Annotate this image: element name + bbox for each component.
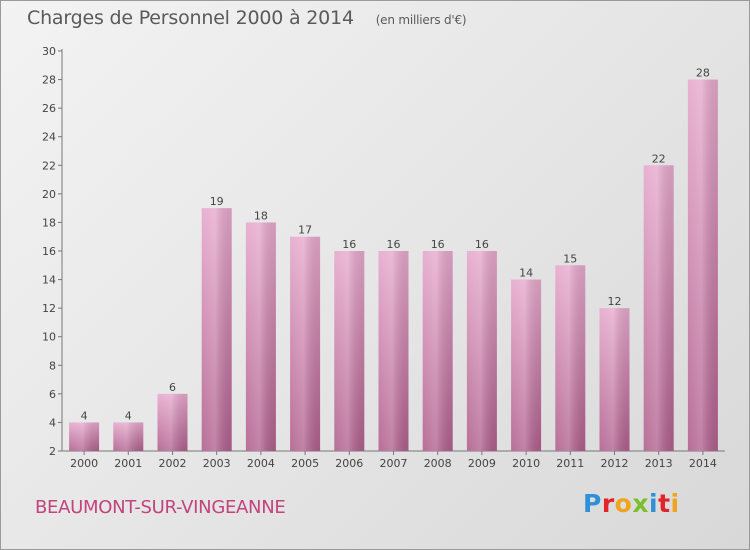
- proxiti-logo: Proxiti: [583, 489, 680, 518]
- x-tick-label: 2010: [512, 457, 540, 470]
- y-tick-label: 8: [49, 359, 56, 372]
- data-label: 4: [125, 409, 132, 422]
- data-label: 6: [169, 381, 176, 394]
- chart-subtitle: (en milliers d'€): [375, 13, 467, 27]
- x-tick-label: 2001: [114, 457, 142, 470]
- x-tick-label: 2004: [247, 457, 275, 470]
- x-tick-label: 2012: [601, 457, 629, 470]
- x-tick-label: 2007: [380, 457, 408, 470]
- bar-shine-2000: [69, 422, 100, 451]
- x-tick-label: 2005: [291, 457, 319, 470]
- bar-shine-2012: [599, 308, 630, 451]
- data-label: 18: [254, 209, 268, 222]
- bar-shine-2002: [157, 393, 188, 451]
- bar-shine-2011: [555, 265, 586, 451]
- place-name: BEAUMONT-SUR-VINGEANNE: [35, 497, 286, 518]
- y-tick-label: 14: [42, 274, 56, 287]
- data-label: 22: [652, 152, 666, 165]
- bar-shine-2013: [643, 165, 674, 452]
- x-tick-label: 2002: [159, 457, 187, 470]
- bar-shine-2005: [290, 236, 321, 451]
- bar-shine-2014: [687, 79, 718, 452]
- y-tick-label: 10: [42, 331, 56, 344]
- y-tick-label: 22: [42, 159, 56, 172]
- bar-shine-2007: [378, 251, 409, 451]
- bar-shine-2008: [422, 251, 453, 451]
- x-tick-label: 2003: [203, 457, 231, 470]
- x-tick-label: 2000: [70, 457, 98, 470]
- data-label: 14: [519, 267, 533, 280]
- y-tick-label: 24: [42, 131, 56, 144]
- y-tick-label: 16: [42, 245, 56, 258]
- chart-title-row: Charges de Personnel 2000 à 2014 (en mil…: [27, 7, 467, 29]
- y-tick-label: 18: [42, 216, 56, 229]
- bar-shine-2010: [511, 279, 542, 451]
- bar-shine-2003: [201, 208, 232, 451]
- bars: [69, 79, 718, 452]
- y-tick-label: 2: [49, 445, 56, 458]
- y-tick-label: 4: [49, 416, 56, 429]
- bar-shine-2004: [245, 222, 276, 451]
- y-tick-label: 6: [49, 388, 56, 401]
- data-label: 16: [475, 238, 489, 251]
- x-tick-label: 2013: [645, 457, 673, 470]
- x-tick-label: 2008: [424, 457, 452, 470]
- data-label: 16: [342, 238, 356, 251]
- data-label: 19: [210, 195, 224, 208]
- data-label: 17: [298, 224, 312, 237]
- data-label: 15: [563, 252, 577, 265]
- y-tick-label: 26: [42, 102, 56, 115]
- x-tick-label: 2006: [335, 457, 363, 470]
- x-tick-label: 2011: [556, 457, 584, 470]
- x-tick-label: 2014: [689, 457, 717, 470]
- data-label: 16: [431, 238, 445, 251]
- data-labels: 2000 4 2001 4 2002 6 2003 19 2004 18 2005 17 2006 16 2…: [70, 67, 717, 470]
- bar-shine-2009: [466, 251, 497, 451]
- data-label: 16: [387, 238, 401, 251]
- x-tick-label: 2009: [468, 457, 496, 470]
- data-label: 12: [608, 295, 622, 308]
- chart-title: Charges de Personnel 2000 à 2014: [27, 7, 354, 29]
- y-tick-label: 28: [42, 74, 56, 87]
- data-label: 28: [696, 67, 710, 80]
- y-tick-label: 30: [42, 45, 56, 58]
- y-tick-label: 20: [42, 188, 56, 201]
- data-label: 4: [81, 409, 88, 422]
- y-tick-label: 12: [42, 302, 56, 315]
- bar-shine-2001: [113, 422, 144, 451]
- bar-shine-2006: [334, 251, 365, 451]
